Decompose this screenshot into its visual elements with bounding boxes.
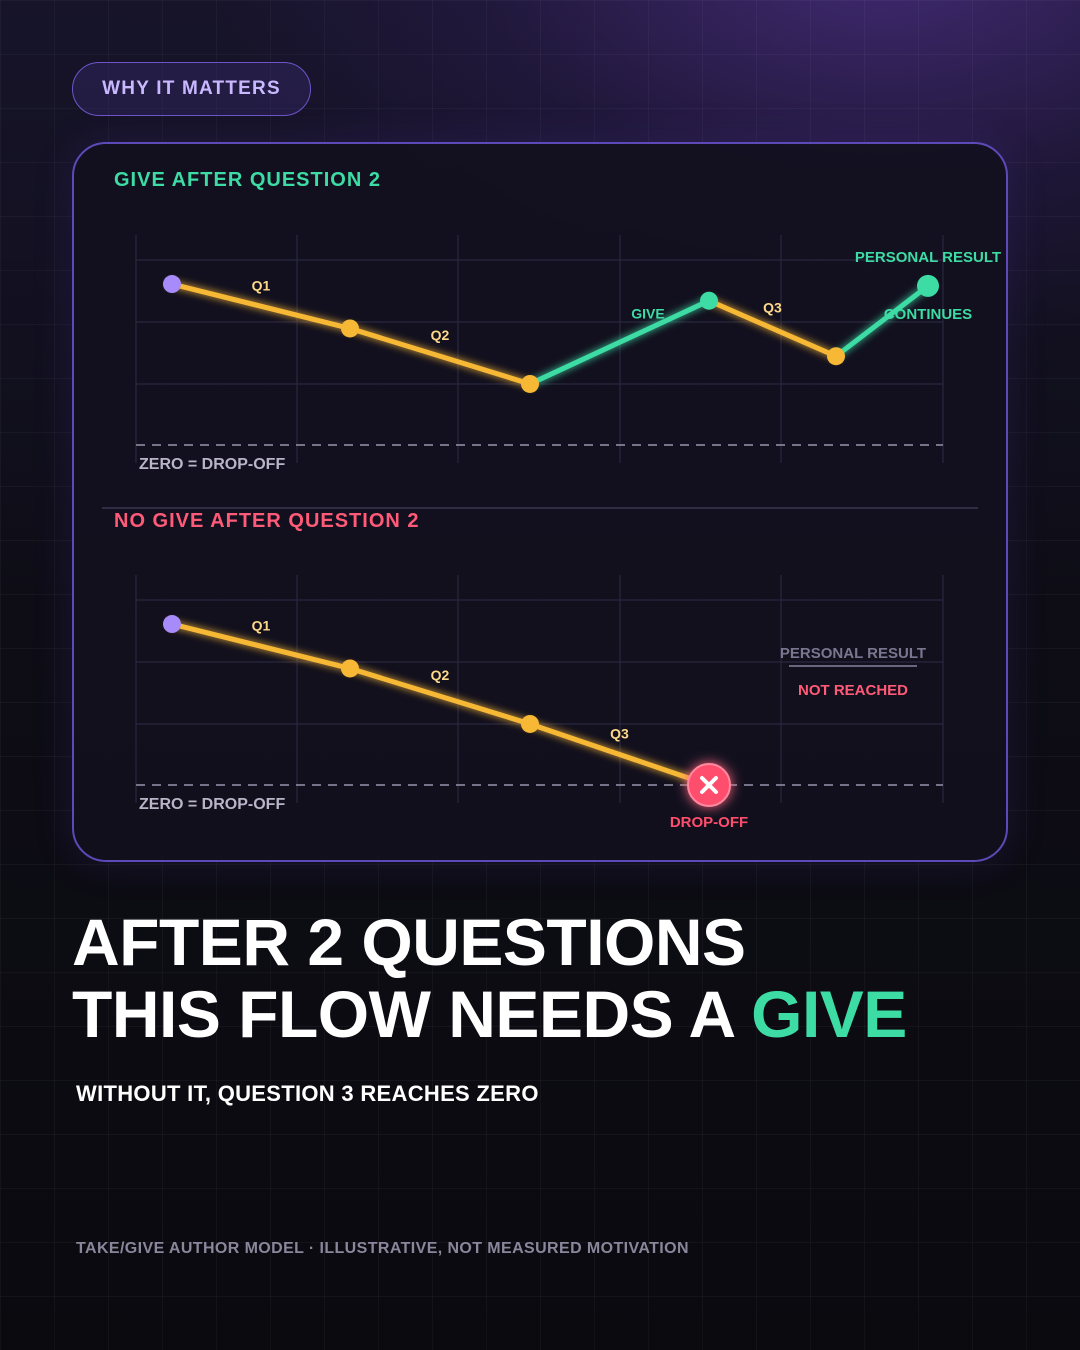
start-point — [163, 615, 181, 634]
take-point — [827, 347, 845, 366]
question-label: Q1 — [252, 617, 271, 633]
give-point — [700, 291, 718, 310]
headline-line-2: THIS FLOW NEEDS A GIVE — [72, 978, 907, 1050]
chart-give: GIVE AFTER QUESTION 2 ZERO = DROP-OFF Q1… — [114, 169, 1001, 473]
take-segment — [706, 298, 839, 359]
take-point — [341, 659, 359, 678]
question-label: Q2 — [431, 667, 450, 683]
question-label: Q3 — [763, 299, 782, 315]
chart-no-give: NO GIVE AFTER QUESTION 2 ZERO = DROP-OFF… — [114, 510, 944, 831]
headline: AFTER 2 QUESTIONS THIS FLOW NEEDS A GIVE — [72, 906, 907, 1050]
unreached-result-label: PERSONAL RESULT — [780, 645, 926, 662]
give-label: GIVE — [631, 306, 664, 322]
result-label: PERSONAL RESULT — [855, 249, 1001, 266]
take-segment — [169, 281, 353, 331]
take-segment — [347, 665, 533, 727]
chart-no-give-series: Q1 Q2 Q3 DROP-OFF — [163, 615, 748, 831]
take-point — [521, 374, 539, 393]
take-segment — [527, 721, 712, 788]
chart-give-title: GIVE AFTER QUESTION 2 — [114, 169, 381, 191]
dropoff-label: DROP-OFF — [670, 814, 748, 831]
subheadline: WITHOUT IT, QUESTION 3 REACHES ZERO — [76, 1081, 539, 1106]
give-segment — [833, 283, 931, 359]
chart-no-give-title: NO GIVE AFTER QUESTION 2 — [114, 510, 420, 532]
take-point — [341, 319, 359, 338]
take-segment — [347, 325, 533, 387]
headline-accent-give: GIVE — [751, 977, 907, 1051]
take-point — [521, 714, 539, 733]
charts-card — [72, 142, 1008, 862]
question-label: Q1 — [252, 277, 271, 293]
give-segment — [527, 298, 712, 387]
footnote: TAKE/GIVE AUTHOR MODEL · ILLUSTRATIVE, N… — [76, 1240, 689, 1257]
result-sublabel: CONTINUES — [884, 306, 972, 323]
start-point — [163, 275, 181, 294]
headline-line-2-text: THIS FLOW NEEDS A — [72, 977, 752, 1051]
unreached-result-sublabel: NOT REACHED — [798, 682, 908, 699]
chart-give-series: Q1 Q2 GIVE Q3 PERSONAL RESULT CONTINUES — [163, 249, 1001, 393]
chart-no-give-grid — [135, 575, 944, 803]
headline-line-1: AFTER 2 QUESTIONS — [72, 905, 746, 979]
chart-give-grid — [135, 235, 944, 463]
chart-give-baseline-label: ZERO = DROP-OFF — [139, 456, 285, 473]
close-icon — [700, 776, 718, 794]
take-segment — [169, 621, 353, 671]
give-point — [917, 274, 939, 297]
chart-no-give-baseline-label: ZERO = DROP-OFF — [139, 796, 285, 813]
question-label: Q3 — [610, 725, 629, 741]
section-pill: WHY IT MATTERS — [72, 62, 311, 116]
question-label: Q2 — [431, 327, 450, 343]
